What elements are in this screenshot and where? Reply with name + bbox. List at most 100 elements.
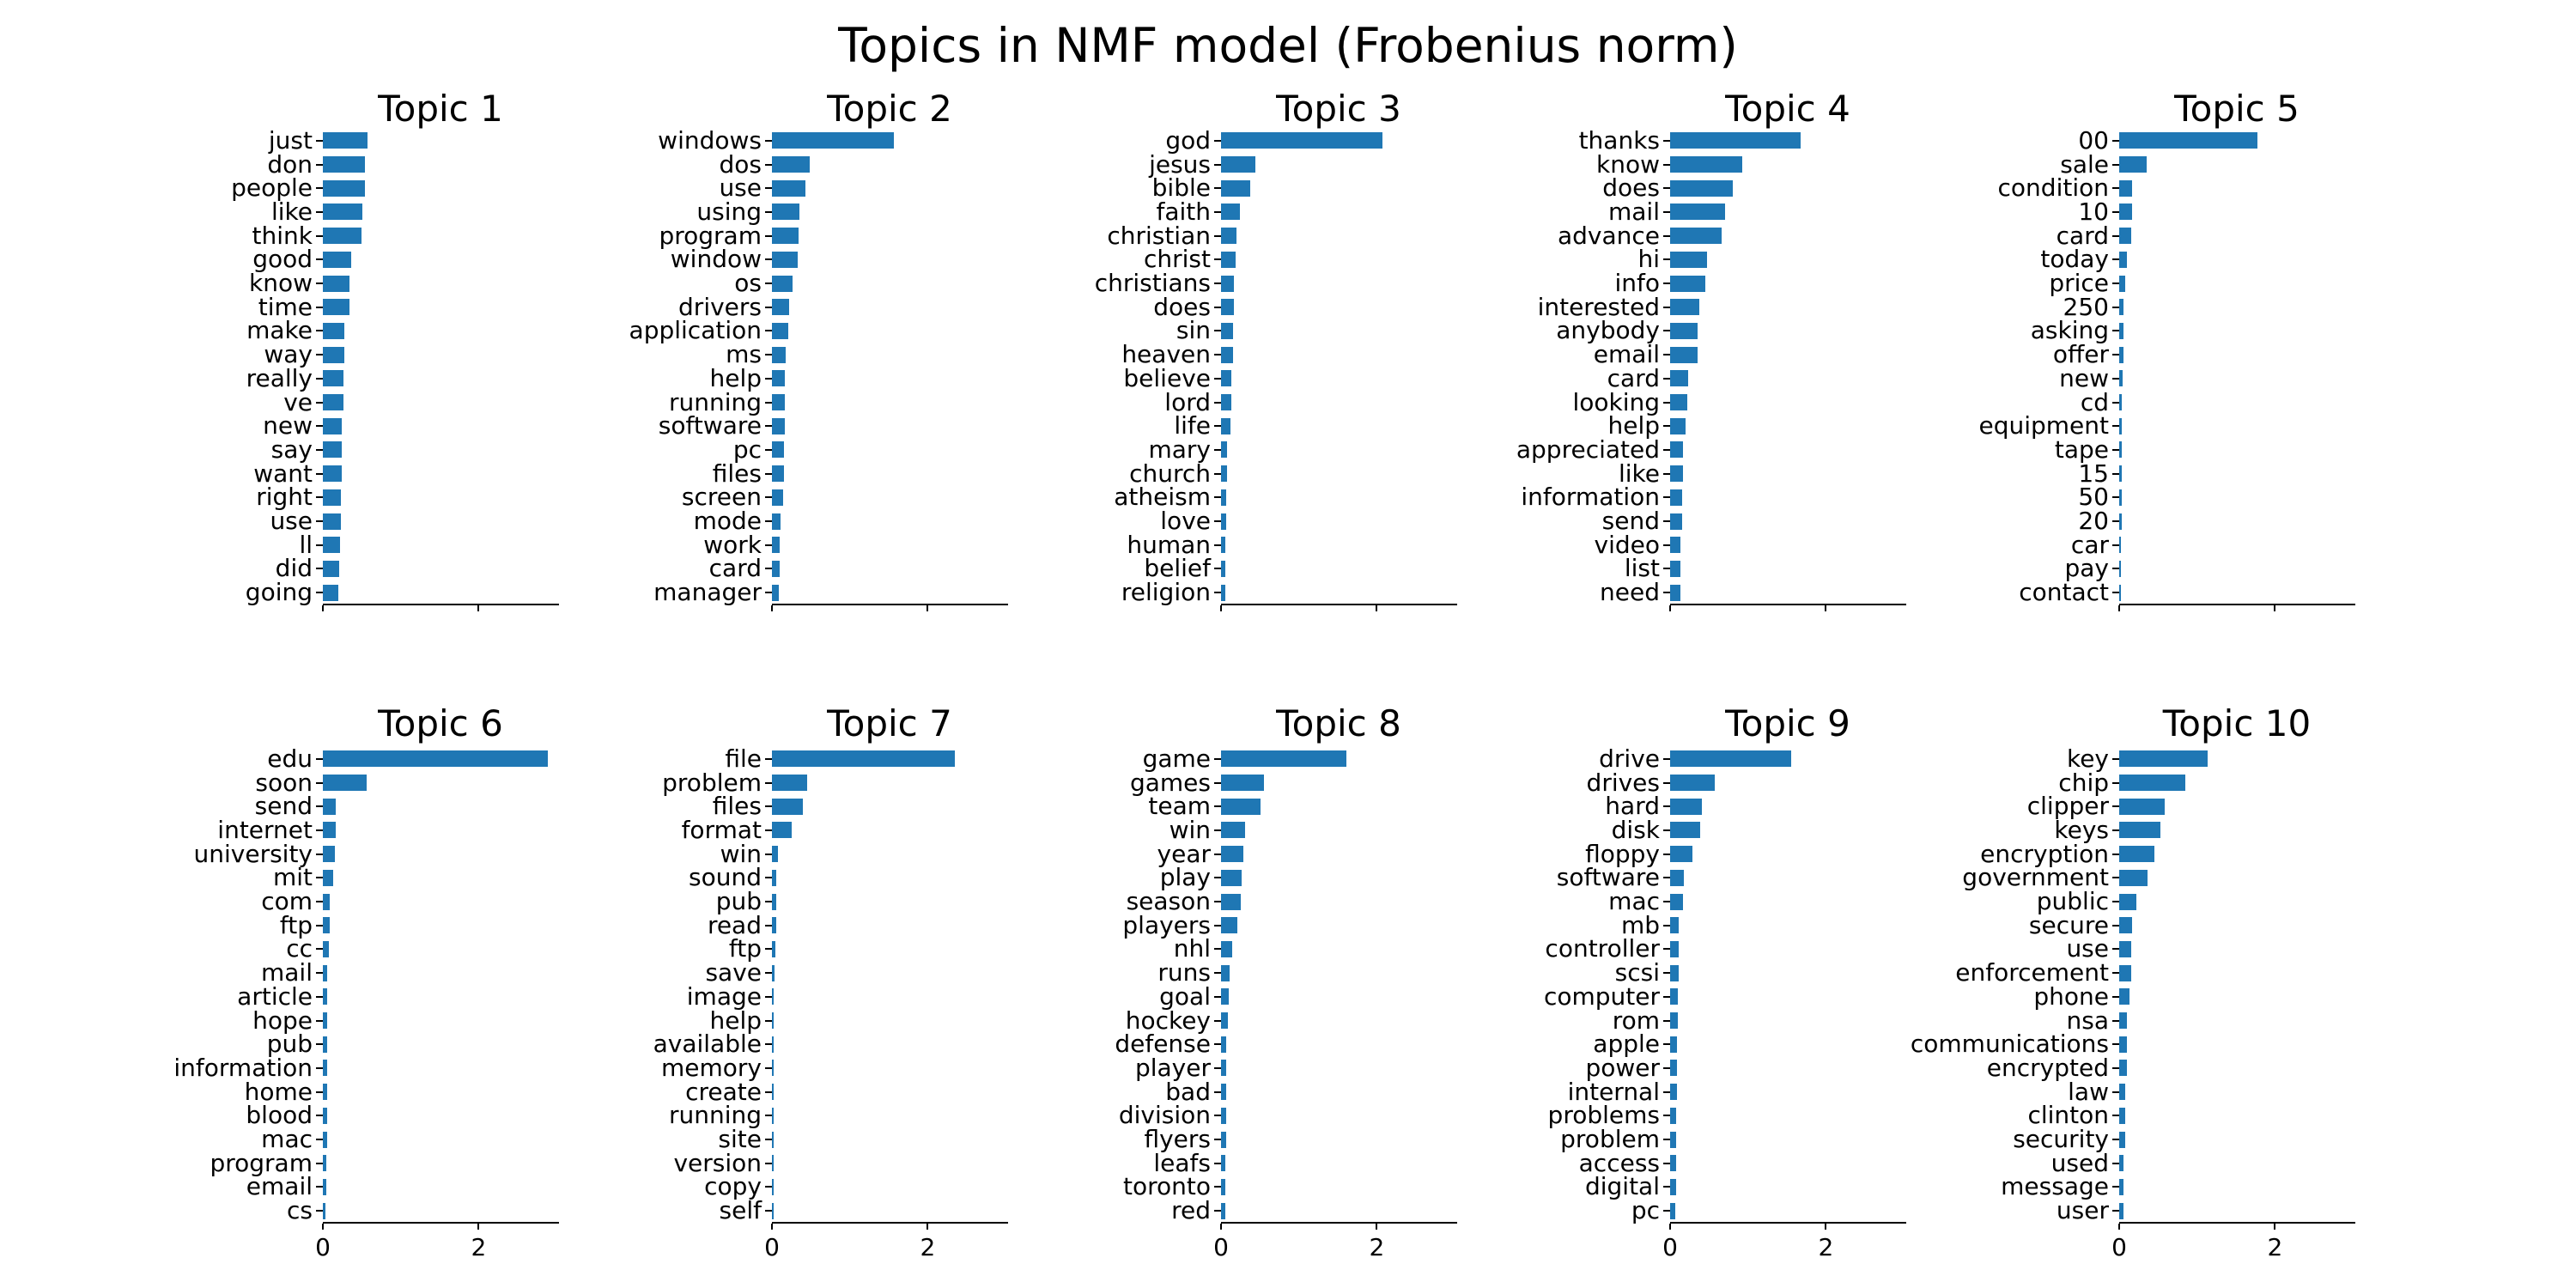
x-axis-line xyxy=(1670,1222,1906,1224)
bar xyxy=(323,560,340,577)
bar xyxy=(2119,584,2121,601)
bar xyxy=(1670,346,1698,363)
bar xyxy=(2119,179,2133,197)
y-tick-mark xyxy=(1214,330,1221,332)
y-tick-label: think xyxy=(252,221,313,250)
bar xyxy=(1670,1012,1679,1030)
y-tick-label: encryption xyxy=(1980,839,2109,868)
y-tick-mark xyxy=(316,901,323,903)
y-tick-mark xyxy=(316,1186,323,1188)
y-tick-mark xyxy=(316,472,323,475)
bar xyxy=(323,1084,327,1101)
bar xyxy=(772,798,804,815)
y-tick-label: atheism xyxy=(1114,483,1211,512)
y-tick-label: communications xyxy=(1910,1030,2109,1059)
bar xyxy=(1221,750,1347,768)
y-tick-label: ftp xyxy=(279,910,313,939)
y-tick-mark xyxy=(316,496,323,499)
y-tick-mark xyxy=(1214,425,1221,428)
bar xyxy=(1670,560,1680,577)
y-tick-label: did xyxy=(275,554,313,583)
y-tick-label: program xyxy=(210,1148,313,1177)
x-tick-mark xyxy=(1825,1224,1827,1230)
y-tick-label: government xyxy=(1962,863,2109,892)
y-tick-label: going xyxy=(245,578,313,607)
y-tick-label: pay xyxy=(2064,554,2109,583)
y-tick-mark xyxy=(1663,401,1670,404)
bar xyxy=(772,370,786,387)
y-tick-mark xyxy=(316,425,323,428)
y-tick-label: car xyxy=(2070,530,2109,559)
y-tick-label: list xyxy=(1624,554,1660,583)
y-tick-label: use xyxy=(270,507,313,536)
y-tick-label: card xyxy=(2056,221,2109,250)
bar xyxy=(2119,513,2122,530)
x-tick-mark xyxy=(2118,605,2120,611)
y-tick-label: know xyxy=(1596,149,1660,179)
y-tick-mark xyxy=(765,377,772,380)
bar xyxy=(2119,893,2136,910)
y-tick-label: security xyxy=(2013,1125,2109,1154)
bar xyxy=(1670,251,1707,268)
y-tick-mark xyxy=(316,163,323,166)
y-tick-label: 20 xyxy=(2078,507,2109,536)
y-tick-label: law xyxy=(2068,1077,2109,1106)
y-tick-label: believe xyxy=(1123,363,1211,392)
x-tick-mark xyxy=(927,1224,929,1230)
y-tick-label: red xyxy=(1171,1196,1211,1225)
y-tick-label: help xyxy=(709,1005,762,1035)
y-tick-label: equipment xyxy=(1978,411,2109,440)
y-tick-label: computer xyxy=(1543,981,1660,1011)
y-tick-mark xyxy=(1214,1210,1221,1212)
bar xyxy=(1670,750,1791,768)
bar xyxy=(772,1012,774,1030)
bar xyxy=(323,940,330,957)
y-tick-label: internal xyxy=(1567,1077,1660,1106)
y-tick-label: work xyxy=(703,530,762,559)
bar xyxy=(323,465,342,483)
bar xyxy=(323,299,349,316)
y-tick-mark xyxy=(765,757,772,760)
bar xyxy=(2119,1155,2124,1172)
y-tick-mark xyxy=(316,1162,323,1164)
y-tick-label: software xyxy=(1556,863,1660,892)
y-tick-mark xyxy=(1663,948,1670,951)
y-tick-label: pub xyxy=(266,1030,313,1059)
y-tick-mark xyxy=(2112,163,2119,166)
y-tick-label: key xyxy=(2066,744,2109,773)
y-tick-mark xyxy=(316,448,323,451)
subplot-title: Topic 3 xyxy=(1276,88,1401,130)
y-tick-mark xyxy=(2112,354,2119,356)
y-tick-mark xyxy=(316,1066,323,1069)
bar xyxy=(2119,537,2121,554)
bar xyxy=(772,964,775,981)
y-tick-mark xyxy=(2112,306,2119,308)
y-tick-mark xyxy=(316,948,323,951)
y-tick-mark xyxy=(1214,568,1221,570)
y-tick-mark xyxy=(1214,972,1221,975)
y-tick-label: lord xyxy=(1164,387,1211,416)
y-tick-mark xyxy=(2112,1115,2119,1117)
y-tick-label: year xyxy=(1157,839,1211,868)
bar xyxy=(1670,798,1703,815)
bar xyxy=(2119,370,2123,387)
bar xyxy=(772,537,781,554)
y-tick-mark xyxy=(1663,234,1670,237)
y-tick-mark xyxy=(316,306,323,308)
bar xyxy=(1221,204,1240,221)
y-tick-mark xyxy=(316,924,323,927)
y-tick-label: players xyxy=(1122,910,1211,939)
bar xyxy=(2119,1060,2128,1077)
y-tick-label: offer xyxy=(2052,340,2109,369)
y-tick-mark xyxy=(1663,210,1670,213)
bar xyxy=(772,869,777,886)
y-tick-mark xyxy=(765,258,772,261)
y-tick-mark xyxy=(2112,496,2119,499)
y-tick-label: use xyxy=(719,173,762,203)
bar xyxy=(1221,251,1236,268)
bar xyxy=(2119,275,2126,292)
y-tick-mark xyxy=(765,163,772,166)
y-tick-mark xyxy=(1214,877,1221,879)
y-tick-mark xyxy=(316,1043,323,1046)
bar xyxy=(323,537,340,554)
